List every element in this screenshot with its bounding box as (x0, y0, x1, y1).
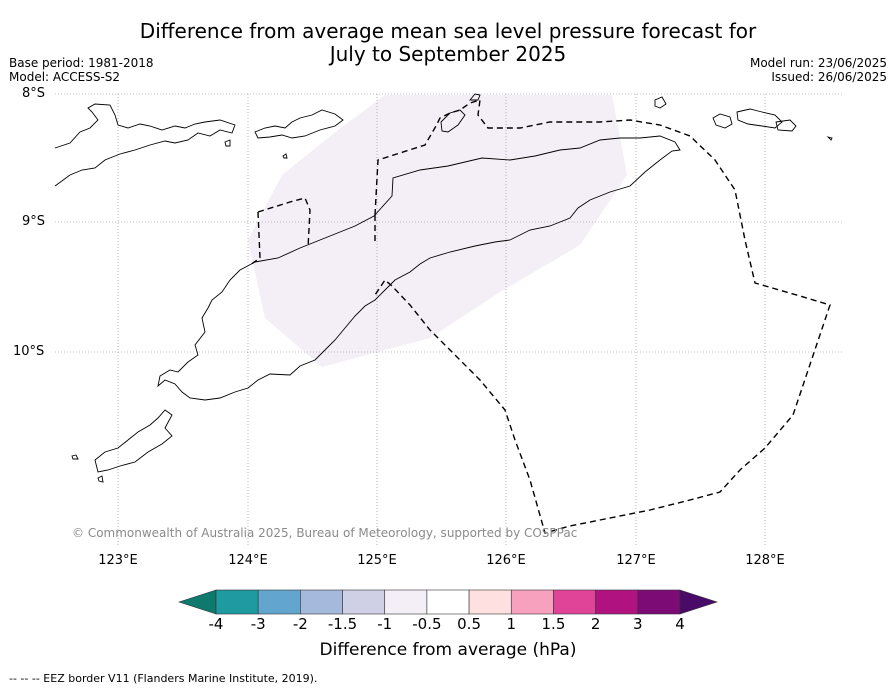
meta-right: Model run: 23/06/2025 Issued: 26/06/2025 (750, 56, 887, 84)
colorbar-cell (468, 589, 512, 615)
graticule (55, 93, 843, 545)
lon-label-127e: 127°E (616, 553, 656, 568)
colorbar-tick-label: -1.5 (327, 615, 358, 633)
lat-label-9s: 9°S (22, 214, 46, 229)
colorbar-tick-label: -2 (292, 615, 308, 633)
colorbar-tick-label: 3 (633, 615, 643, 633)
title-line-2: July to September 2025 (329, 42, 567, 66)
eez-border (249, 99, 831, 534)
lon-label-125e: 125°E (357, 553, 397, 568)
lon-label-126e: 126°E (486, 553, 526, 568)
colorbar-label: Difference from average (hPa) (319, 640, 577, 660)
colorbar-extend-low (178, 589, 217, 615)
colorbar-tick-label: -4 (208, 615, 224, 633)
model-run: Model run: 23/06/2025 (749, 56, 887, 70)
lon-label-124e: 124°E (228, 553, 268, 568)
meta-left: Base period: 1981-2018 Model: ACCESS-S2 (9, 56, 154, 84)
colorbar-cell (384, 589, 428, 615)
eez-legend-note: -- -- -- EEZ border V11 (Flanders Marine… (9, 672, 318, 685)
lat-label-8s: 8°S (22, 86, 46, 101)
map-title: Difference from average mean sea level p… (0, 20, 896, 66)
colorbar-cell (426, 589, 470, 615)
colorbar-cell (215, 589, 259, 615)
colorbar-tick-label: -1 (377, 615, 393, 633)
coastlines (54, 93, 833, 483)
colorbar-tick-label: -3 (250, 615, 266, 633)
colorbar-cell (510, 589, 554, 615)
lon-label-128e: 128°E (745, 553, 785, 568)
colorbar-tick-label: 0.5 (457, 615, 481, 633)
colorbar-cell (342, 589, 386, 615)
lon-label-123e: 123°E (98, 553, 138, 568)
colorbar-cell (257, 589, 301, 615)
colorbar-tick-label: 1.5 (541, 615, 566, 633)
colorbar-tick-label: 2 (590, 615, 601, 633)
colorbar-cell (300, 589, 343, 615)
colorbar-tick-label: -0.5 (412, 615, 442, 633)
model-name: Model: ACCESS-S2 (9, 70, 121, 84)
pressure-anomaly-area (248, 95, 627, 367)
colorbar-cell (553, 589, 596, 615)
title-line-1: Difference from average mean sea level p… (139, 19, 757, 43)
colorbar-extend-high (679, 589, 718, 615)
colorbar-cell (595, 589, 639, 615)
base-period: Base period: 1981-2018 (9, 56, 154, 70)
copyright-notice: © Commonwealth of Australia 2025, Bureau… (72, 526, 578, 540)
lat-label-10s: 10°S (13, 344, 45, 359)
colorbar-cell (637, 589, 681, 615)
issued-date: Issued: 26/06/2025 (771, 70, 887, 84)
colorbar-tick-label: 1 (506, 615, 517, 633)
colorbar-tick-label: 4 (675, 615, 685, 633)
